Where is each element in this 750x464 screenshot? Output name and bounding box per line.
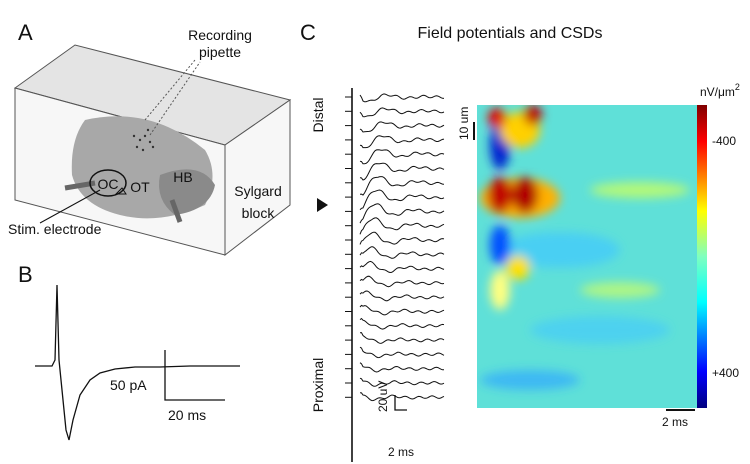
brain-tissue <box>39 59 215 224</box>
field-trace <box>359 304 445 316</box>
map-time-scale: 2 ms <box>662 415 688 429</box>
field-trace <box>359 362 444 373</box>
electrode-label: Stim. electrode <box>8 221 102 237</box>
field-trace <box>359 275 445 288</box>
field-trace <box>359 392 445 402</box>
distal-label: Distal <box>310 97 326 132</box>
current-scale: 50 pA <box>110 377 147 393</box>
field-trace <box>359 176 445 196</box>
colorbar-bottom: +400 <box>712 366 739 380</box>
marker <box>317 198 328 212</box>
field-trace <box>359 377 445 387</box>
colorbar-unit: nV/μm2 <box>700 82 740 99</box>
block-label: Sylgard <box>234 183 281 199</box>
field-trace <box>359 93 445 103</box>
field-trace <box>359 217 445 235</box>
field-trace <box>359 203 445 224</box>
trace-time-scale: 2 ms <box>388 445 414 459</box>
colorbar-top: -400 <box>712 134 736 148</box>
pipette-label: pipette <box>199 44 241 60</box>
colorbar <box>697 105 707 408</box>
panel-letter: C <box>300 20 316 45</box>
field-trace <box>359 332 445 344</box>
panel-title: Field potentials and CSDs <box>418 25 603 42</box>
hb-label: HB <box>173 169 192 185</box>
scale-bar <box>394 395 407 411</box>
csd-map <box>477 105 697 408</box>
unit-base: nV/μm <box>700 85 735 99</box>
field-trace <box>359 121 445 133</box>
depth-scale: 10 um <box>457 107 471 140</box>
field-trace <box>359 135 445 149</box>
field-trace <box>359 149 445 165</box>
block-label: block <box>242 205 276 221</box>
field-traces <box>345 93 445 402</box>
field-trace <box>359 317 445 330</box>
field-trace <box>359 162 445 181</box>
field-trace <box>359 231 445 245</box>
field-trace <box>359 246 445 259</box>
ot-label: OT <box>130 179 150 195</box>
unit-exponent: 2 <box>735 82 740 92</box>
pipette-label: Recording <box>188 27 252 43</box>
panel-letter: B <box>18 262 33 287</box>
scale-bar <box>164 350 225 401</box>
field-trace <box>359 346 445 359</box>
time-scale: 20 ms <box>168 407 206 423</box>
panel-letter: A <box>18 20 33 45</box>
field-trace <box>359 107 445 118</box>
field-trace <box>359 189 445 211</box>
field-trace <box>359 260 445 274</box>
field-trace <box>359 290 445 302</box>
oc-label: OC <box>98 176 119 192</box>
proximal-label: Proximal <box>310 358 326 412</box>
voltage-scale: 20 uV <box>376 381 390 412</box>
current-trace <box>35 284 240 441</box>
